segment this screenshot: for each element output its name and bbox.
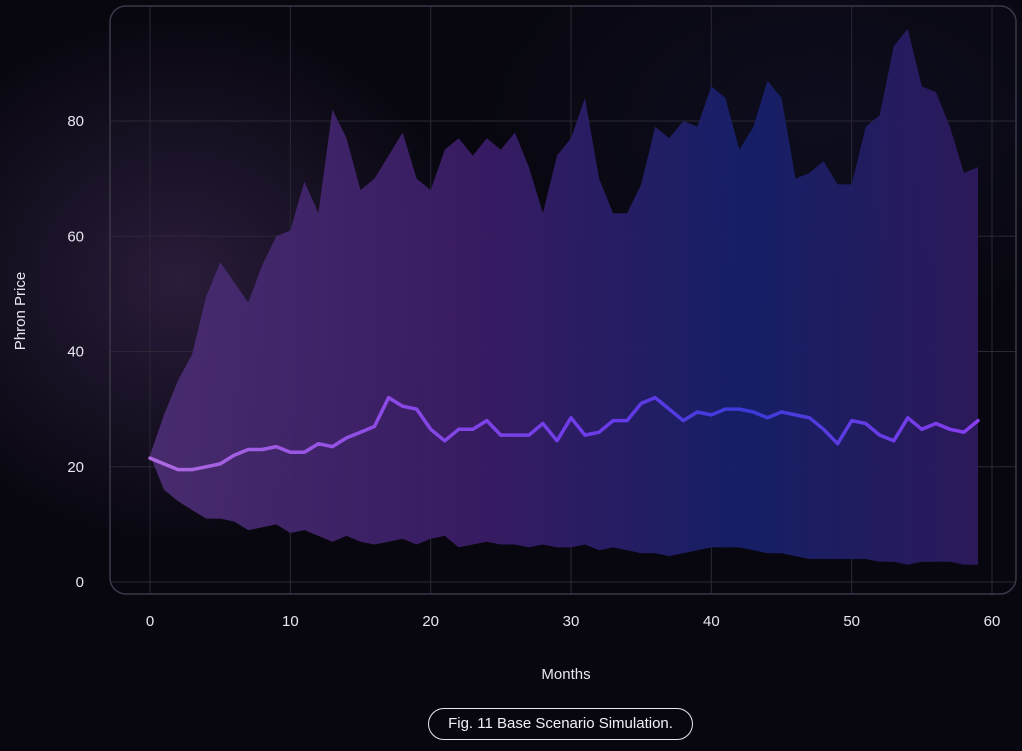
x-tick-label: 10 <box>282 613 299 630</box>
y-tick-label: 0 <box>76 574 84 591</box>
x-axis-title: Months <box>541 666 590 683</box>
x-tick-label: 50 <box>843 613 860 630</box>
figure-caption: Fig. 11 Base Scenario Simulation. <box>428 708 693 740</box>
x-tick-label: 0 <box>146 613 154 630</box>
y-tick-label: 80 <box>67 113 84 130</box>
plot-frame <box>109 5 1017 595</box>
x-axis-ticks: 0 10 20 30 40 50 60 <box>146 613 1001 630</box>
y-tick-label: 40 <box>67 344 84 361</box>
confidence-band-area <box>150 28 978 565</box>
x-tick-label: 60 <box>984 613 1001 630</box>
x-tick-label: 40 <box>703 613 720 630</box>
x-tick-label: 30 <box>563 613 580 630</box>
y-axis-ticks: 0 20 40 60 80 <box>67 113 84 591</box>
y-axis-title: Phron Price <box>12 272 29 350</box>
x-tick-label: 20 <box>422 613 439 630</box>
y-tick-label: 20 <box>67 459 84 476</box>
y-tick-label: 60 <box>67 228 84 245</box>
median-price-line <box>148 395 980 472</box>
